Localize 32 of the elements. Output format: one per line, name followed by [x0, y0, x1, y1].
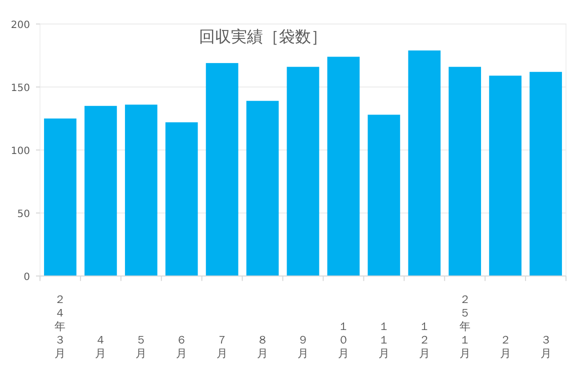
x-tick-label: ６月	[176, 334, 188, 360]
x-tick-label: １２月	[418, 320, 430, 360]
x-tick-label: ５月	[136, 334, 147, 360]
x-tick-label: ２月	[500, 334, 511, 360]
x-tick-label: ２５年１月	[459, 293, 470, 360]
bar	[44, 118, 76, 276]
y-tick-label: 200	[10, 20, 30, 31]
bar	[408, 50, 441, 276]
x-tick-label: ７月	[216, 334, 228, 360]
x-tick-label: ９月	[298, 334, 308, 360]
y-tick-label: 50	[17, 209, 30, 220]
x-tick-label: １０月	[338, 320, 349, 360]
x-tick-label: ３月	[540, 334, 552, 360]
bar	[368, 114, 400, 276]
y-tick-label: 0	[24, 272, 30, 283]
chart-title: 回収実績［袋数］	[199, 27, 327, 46]
bar	[448, 66, 482, 276]
x-tick-label: ２４年３月	[54, 293, 66, 360]
x-tick-label: ８月	[257, 334, 268, 360]
y-tick-label: 100	[10, 146, 30, 157]
bar	[165, 122, 198, 276]
x-tick-label: １１月	[378, 320, 390, 360]
bar	[327, 56, 360, 276]
bar	[206, 63, 238, 276]
bar	[84, 106, 117, 276]
bar	[530, 72, 562, 276]
x-tick-label: ４月	[95, 334, 106, 360]
bar	[246, 100, 279, 276]
bar	[124, 104, 158, 276]
bar	[489, 76, 522, 276]
y-tick-label: 150	[10, 83, 30, 94]
bar	[286, 66, 320, 276]
